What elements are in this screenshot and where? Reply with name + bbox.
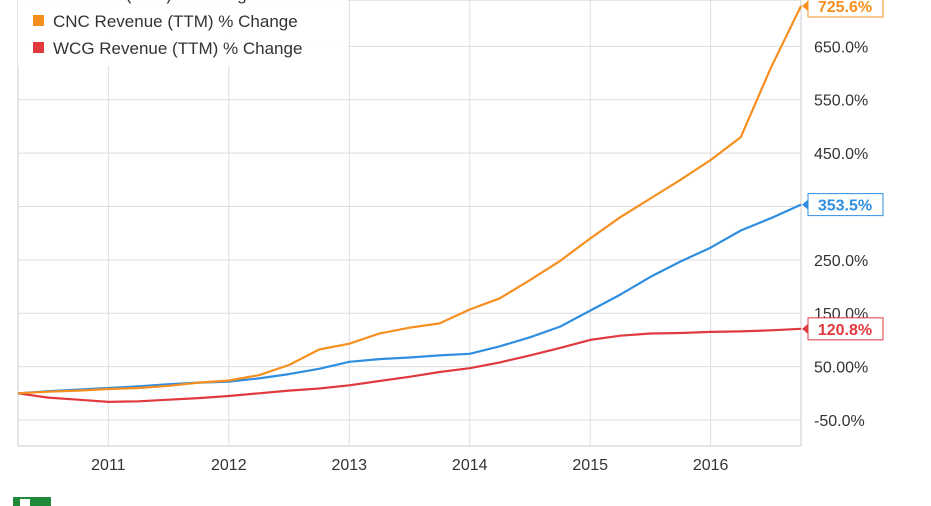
y-tick-label: 550.0% (814, 93, 868, 110)
y-tick-label: 650.0% (814, 39, 868, 56)
x-tick-label: 2013 (331, 457, 367, 474)
legend-label: WCG Revenue (TTM) % Change (53, 39, 302, 58)
end-label: 353.5% (818, 198, 872, 215)
y-tick-label: 50.00% (814, 360, 868, 377)
grid-lines (17, 0, 802, 447)
x-tick-label: 2016 (693, 457, 729, 474)
logo-icon (13, 497, 51, 506)
y-tick-label: 450.0% (814, 146, 868, 163)
end-label-pointer (802, 323, 808, 334)
x-axis-ticks: 2011 2012 2013 2014 2015 2016 (91, 457, 728, 474)
x-tick-label: 2014 (452, 457, 488, 474)
end-label-pointer (802, 1, 808, 11)
x-tick-label: 2011 (91, 457, 126, 474)
plot-area (17, 0, 802, 447)
y-axis-ticks: -50.0%50.00%150.0%250.0%450.0%550.0%650.… (814, 39, 868, 430)
y-tick-label: 250.0% (814, 253, 868, 270)
x-tick-label: 2012 (211, 457, 247, 474)
series-line-1 (17, 5, 802, 395)
series-lines (17, 5, 802, 403)
legend-box (18, 0, 348, 66)
end-label: 725.6% (818, 0, 872, 16)
series-line-2 (17, 327, 802, 403)
series-line-0 (17, 203, 802, 395)
end-label: 120.8% (818, 322, 872, 339)
legend-label: Revenue (TTM) % Change (53, 0, 256, 4)
end-label-pointer (802, 199, 808, 210)
legend-swatch (33, 42, 44, 53)
x-tick-label: 2015 (572, 457, 608, 474)
legend: Revenue (TTM) % Change CNC Revenue (TTM) … (18, 0, 348, 66)
y-tick-label: -50.0% (814, 413, 865, 430)
legend-swatch (33, 15, 44, 26)
legend-label: CNC Revenue (TTM) % Change (53, 12, 298, 31)
end-value-labels: 353.5% 725.6% 120.8% (802, 0, 884, 341)
